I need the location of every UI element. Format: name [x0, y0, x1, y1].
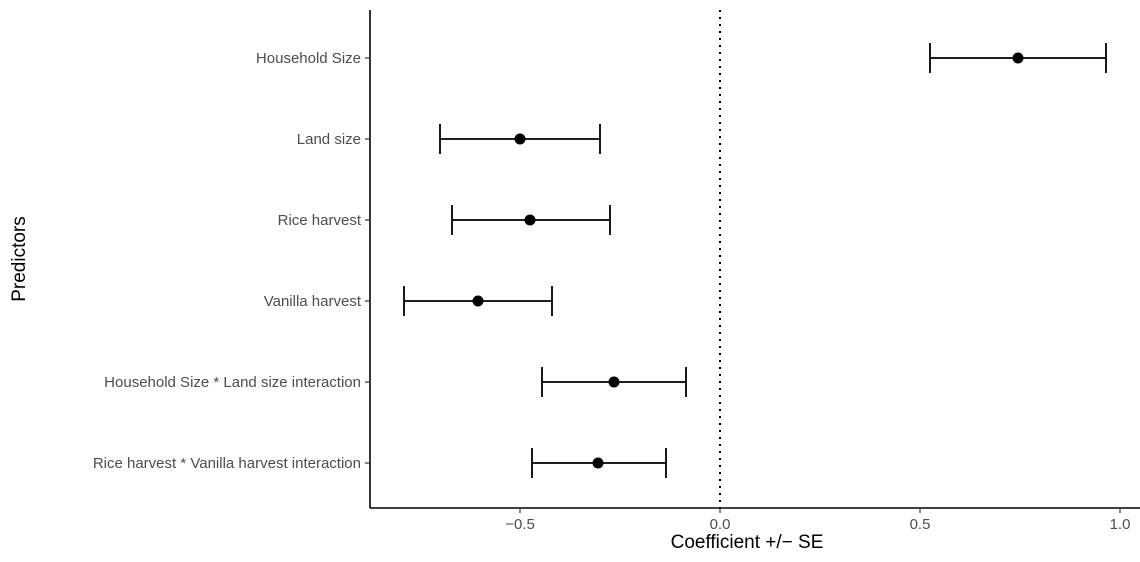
predictor-mark [531, 448, 667, 478]
estimate-point [1012, 52, 1024, 64]
x-axis-title: Coefficient +/− SE [671, 532, 824, 553]
y-tick-label: Household Size [256, 50, 361, 67]
x-axis-ticks: −0.5 0.0 0.5 1.0 [505, 508, 1130, 533]
y-tick-label: Vanilla harvest [264, 293, 362, 310]
predictor-mark [403, 286, 553, 316]
y-axis-title: Predictors [9, 216, 30, 302]
y-axis-ticks: Household Size Land size Rice harvest Vanil… [93, 50, 370, 472]
predictor-mark [439, 124, 601, 154]
x-tick-label: −0.5 [505, 516, 535, 533]
y-tick-label: Rice harvest [278, 212, 362, 229]
y-tick-label: Household Size * Land size interaction [104, 374, 361, 391]
predictor-mark [451, 205, 611, 235]
estimate-point [608, 376, 620, 388]
x-tick-label: 0.0 [710, 516, 731, 533]
predictor-mark [929, 43, 1107, 73]
estimate-point [592, 457, 604, 469]
y-tick-label: Land size [297, 131, 361, 148]
estimate-point [514, 133, 526, 145]
x-tick-label: 0.5 [910, 516, 931, 533]
predictor-mark [541, 367, 687, 397]
estimate-point [472, 295, 484, 307]
y-tick-label: Rice harvest * Vanilla harvest interacti… [93, 455, 361, 472]
x-tick-label: 1.0 [1110, 516, 1131, 533]
estimate-point [524, 214, 536, 226]
coefficient-marks [403, 43, 1107, 478]
plot-area [403, 10, 1107, 508]
